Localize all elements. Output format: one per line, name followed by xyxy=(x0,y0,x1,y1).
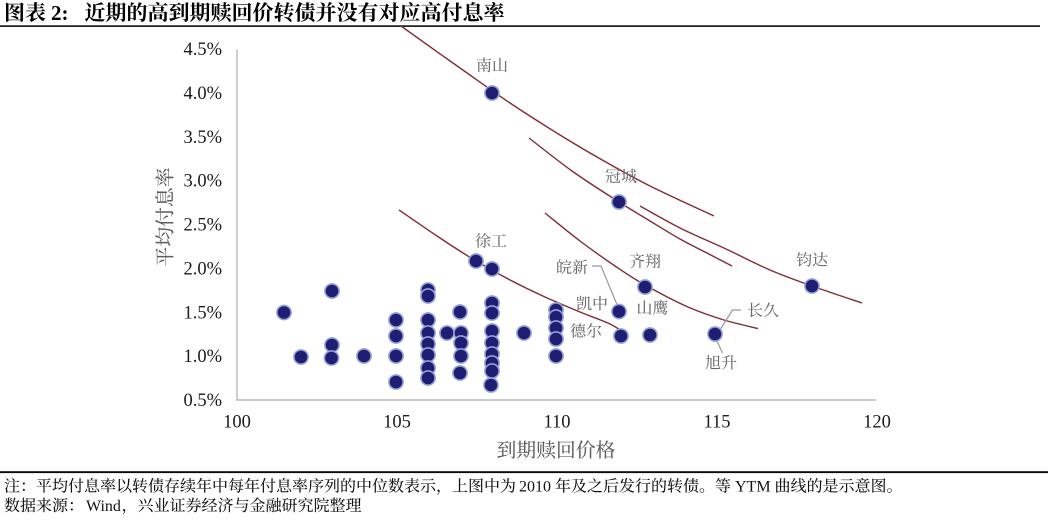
svg-text:2.5%: 2.5% xyxy=(183,216,222,236)
svg-text:4.5%: 4.5% xyxy=(183,40,222,60)
svg-text:110: 110 xyxy=(543,413,570,433)
svg-text:1.5%: 1.5% xyxy=(183,303,222,323)
svg-text:YTM: YTM xyxy=(735,479,771,496)
svg-text:105: 105 xyxy=(383,413,411,433)
svg-text:2.0%: 2.0% xyxy=(183,259,222,279)
svg-text:3.0%: 3.0% xyxy=(183,172,222,192)
svg-text:Wind: Wind xyxy=(86,498,121,515)
svg-text:100: 100 xyxy=(223,413,251,433)
svg-text:1.0%: 1.0% xyxy=(183,347,222,367)
svg-text:0.5%: 0.5% xyxy=(183,391,222,411)
svg-text:2010: 2010 xyxy=(519,479,551,496)
svg-text:120: 120 xyxy=(863,413,891,433)
svg-text:3.5%: 3.5% xyxy=(183,128,222,148)
svg-text:4.0%: 4.0% xyxy=(183,84,222,104)
svg-text:2:: 2: xyxy=(51,1,69,25)
svg-text:115: 115 xyxy=(703,413,730,433)
